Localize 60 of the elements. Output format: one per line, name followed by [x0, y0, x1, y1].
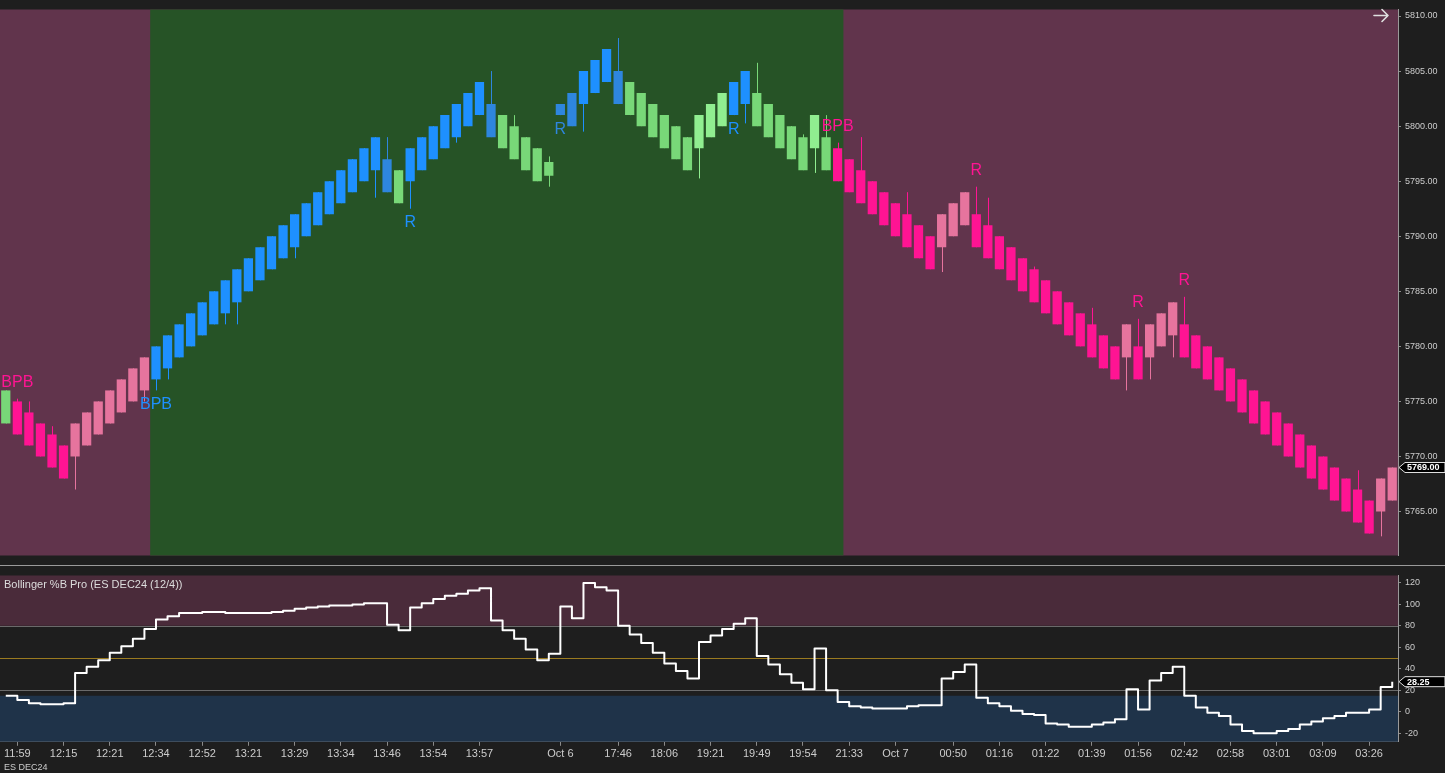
x-tick-label: 13:29 — [280, 747, 309, 760]
x-tick-label: 19:21 — [696, 747, 725, 760]
y-tick-label: 5800.00 — [1405, 120, 1438, 131]
chart-title: Bollinger %B Pro (ES DEC24 (12/4)) — [4, 577, 183, 590]
x-tick-label: 01:56 — [1124, 747, 1152, 760]
y-tick-label: 5810.00 — [1405, 10, 1438, 21]
x-tick-label: Oct 7 — [882, 747, 909, 760]
y-tick-label: 5780.00 — [1405, 340, 1438, 351]
y-tick-label: 5770.00 — [1405, 450, 1438, 461]
x-tick-label: 19:54 — [789, 747, 817, 760]
y-tick-label: 0 — [1405, 706, 1411, 717]
y-tick-label: 5790.00 — [1405, 230, 1438, 241]
x-tick-label: 01:22 — [1031, 747, 1060, 760]
text: R — [1178, 271, 1191, 289]
y-tick-label: 5795.00 — [1405, 175, 1438, 186]
x-tick-label: 03:01 — [1262, 747, 1291, 760]
text: R — [970, 161, 983, 179]
x-tick-label: 03:09 — [1309, 747, 1337, 760]
y-tick-label: 5805.00 — [1405, 65, 1438, 76]
x-tick-label: 12:21 — [95, 747, 124, 760]
y-tick-label: -20 — [1405, 727, 1419, 738]
x-tick-label: 13:34 — [327, 747, 355, 760]
x-tick-label: 17:46 — [604, 747, 632, 760]
x-tick-label: 03:26 — [1355, 747, 1383, 760]
y-tick-label: 120 — [1405, 577, 1421, 588]
text: BPB — [139, 394, 172, 412]
text: R — [554, 119, 567, 137]
y-tick-label: 60 — [1405, 641, 1416, 652]
x-tick-label: 12:34 — [142, 747, 170, 760]
y-tick-label: 40 — [1405, 663, 1416, 674]
x-tick-label: 13:54 — [419, 747, 448, 760]
y-tick-label: 20 — [1405, 684, 1416, 695]
y-tick-label: 5765.00 — [1405, 506, 1438, 517]
x-tick-label: 02:42 — [1170, 747, 1199, 760]
x-tick-label: 00:50 — [939, 747, 967, 760]
x-tick-label: 02:58 — [1216, 747, 1245, 760]
text: 28.25 — [1407, 676, 1430, 687]
y-tick-label: 80 — [1405, 620, 1416, 631]
x-tick-label: 11:59 — [3, 747, 31, 760]
text: 5769.00 — [1407, 462, 1440, 473]
x-tick-label: 01:39 — [1078, 747, 1106, 760]
text: BPB — [1, 373, 34, 391]
y-tick-label: 5785.00 — [1405, 285, 1438, 296]
x-tick-label: 13:57 — [465, 747, 494, 760]
y-tick-label: 100 — [1405, 598, 1421, 609]
x-tick-label: 13:21 — [234, 747, 263, 760]
text: R — [1132, 293, 1144, 311]
text: R — [404, 213, 416, 231]
x-tick-label: 21:33 — [835, 747, 863, 760]
x-tick-label: Oct 6 — [547, 747, 574, 760]
x-tick-label: 19:49 — [743, 747, 771, 760]
x-tick-label: 12:52 — [188, 747, 216, 760]
y-tick-label: 5775.00 — [1405, 395, 1438, 406]
x-tick-label: 18:06 — [650, 747, 679, 760]
x-tick-label: 12:15 — [49, 747, 78, 760]
text: ES DEC24 — [4, 761, 48, 772]
x-tick-label: 01:16 — [985, 747, 1014, 760]
text: R — [727, 119, 740, 137]
candlestick — [544, 155, 554, 188]
x-tick-label: 13:46 — [373, 747, 401, 760]
